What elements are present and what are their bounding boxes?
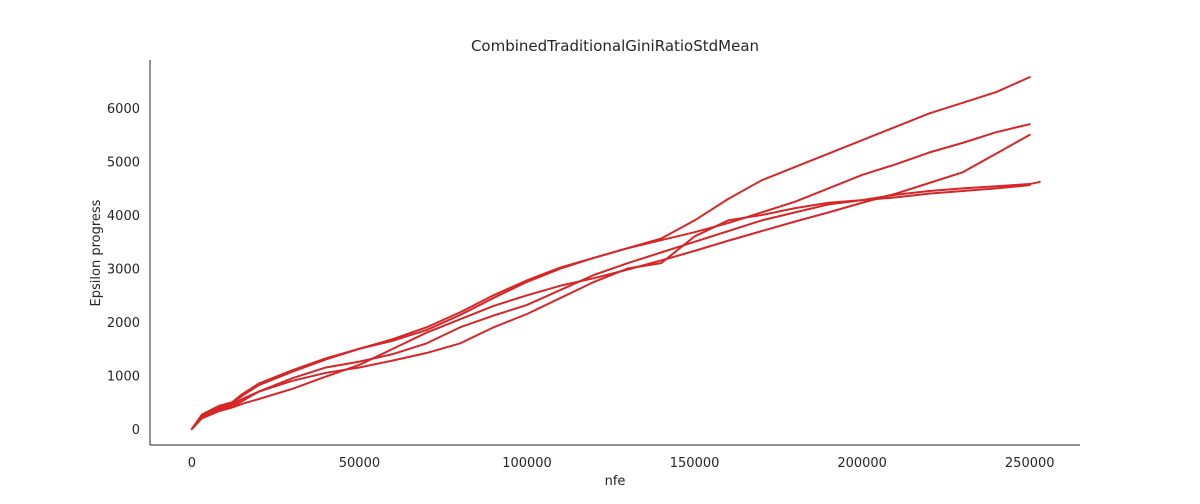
series-layer (190, 76, 1041, 430)
x-tick-label: 250000 (1005, 456, 1055, 471)
y-axis-ticks: 0 1000 2000 3000 4000 5000 6000 (107, 102, 140, 438)
x-tick-label: 100000 (502, 456, 552, 471)
y-tick-label: 3000 (107, 263, 140, 278)
x-tick-label: 0 (188, 456, 196, 471)
series-line-1 (190, 76, 1031, 430)
y-tick-label: 6000 (107, 102, 140, 117)
x-axis-title: nfe (605, 474, 626, 489)
y-tick-label: 5000 (107, 156, 140, 171)
y-tick-label: 0 (132, 423, 140, 438)
x-axis-ticks: 0 50000 100000 150000 200000 250000 (188, 456, 1055, 471)
y-axis-title: Epsilon progress (89, 199, 104, 306)
series-line-3 (190, 184, 1031, 430)
y-tick-label: 4000 (107, 209, 140, 224)
x-tick-label: 150000 (670, 456, 720, 471)
y-tick-label: 2000 (107, 316, 140, 331)
x-tick-label: 200000 (837, 456, 887, 471)
chart-title: CombinedTraditionalGiniRatioStdMean (471, 37, 759, 55)
series-line-5 (190, 180, 1041, 430)
y-tick-label: 1000 (107, 369, 140, 384)
series-line-2 (190, 123, 1031, 430)
x-tick-label: 50000 (339, 456, 380, 471)
series-line-4 (190, 133, 1031, 430)
